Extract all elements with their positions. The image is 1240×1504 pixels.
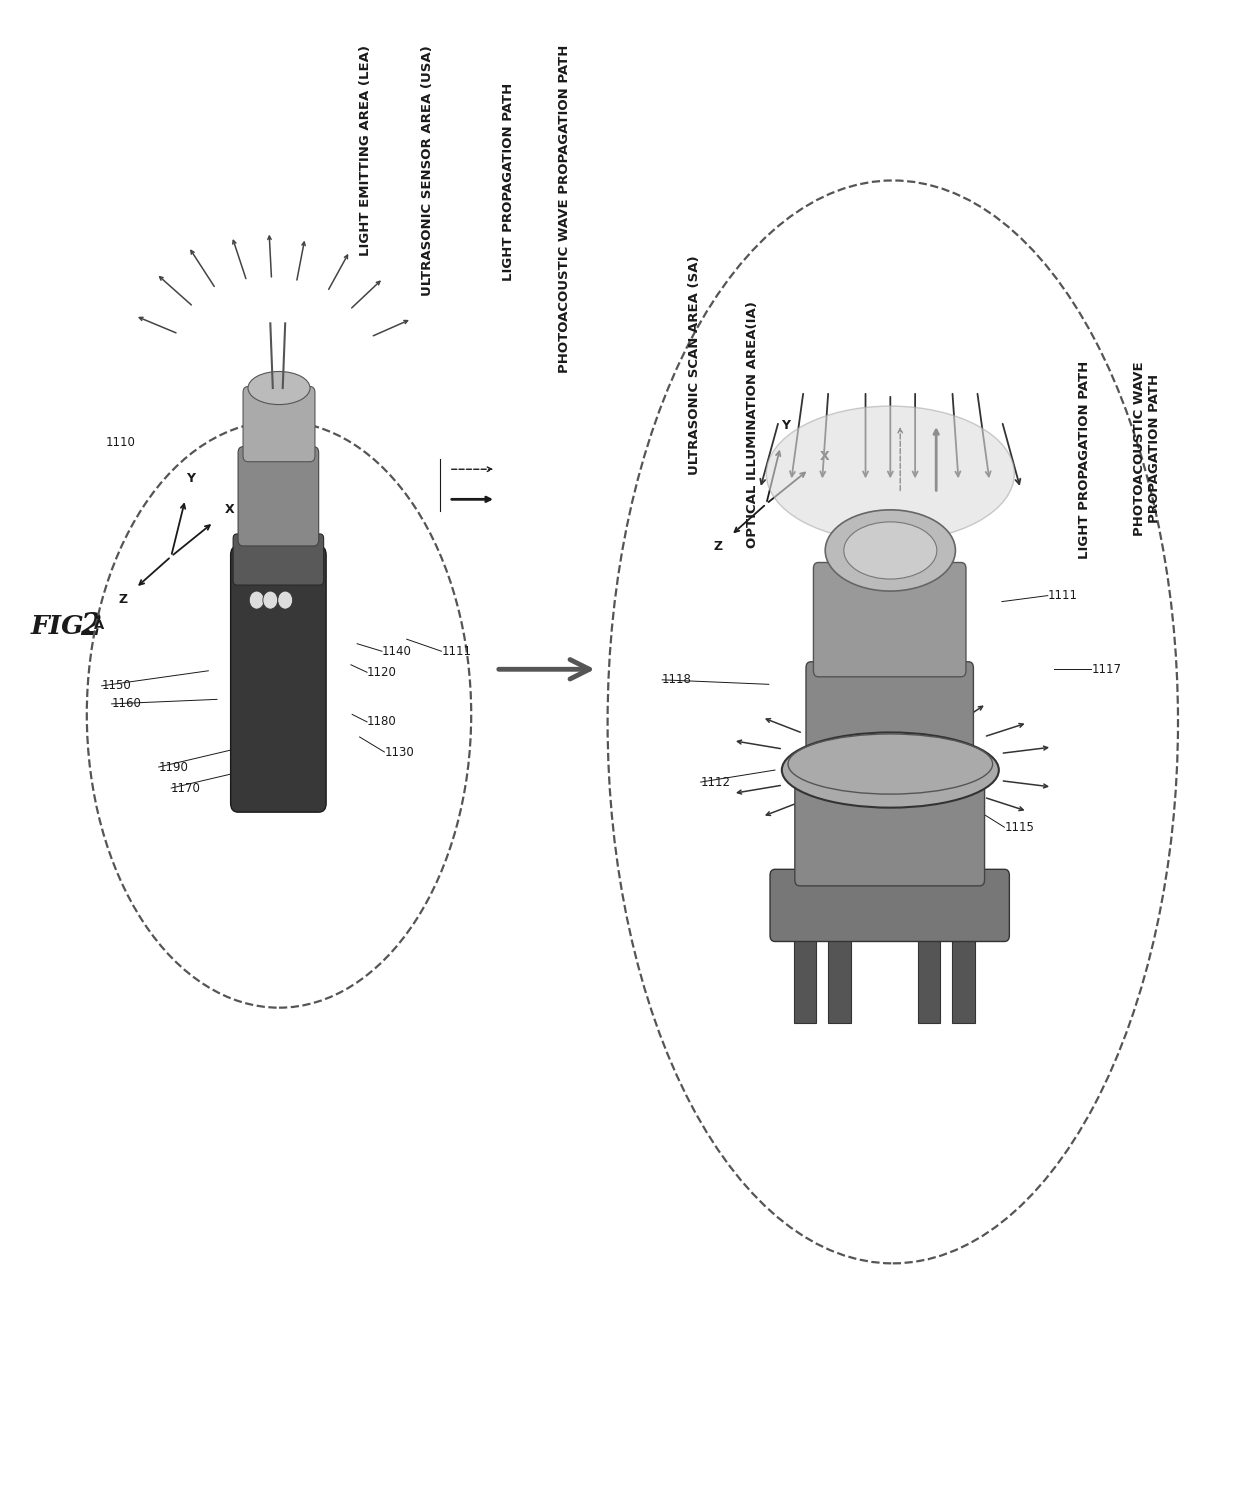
Ellipse shape [248, 371, 310, 405]
FancyBboxPatch shape [233, 534, 324, 585]
Ellipse shape [766, 406, 1014, 541]
Text: 1111: 1111 [441, 645, 471, 657]
Text: 1114: 1114 [918, 886, 947, 898]
Text: 1130: 1130 [384, 746, 414, 758]
Text: 1120: 1120 [806, 851, 836, 863]
Text: Y: Y [781, 420, 790, 432]
Text: PHOTOACOUSTIC WAVE PROPAGATION PATH: PHOTOACOUSTIC WAVE PROPAGATION PATH [558, 45, 570, 373]
FancyBboxPatch shape [795, 784, 985, 886]
Circle shape [263, 591, 278, 609]
Text: Y: Y [186, 472, 195, 484]
Text: A: A [94, 620, 104, 632]
Text: LIGHT EMITTING AREA (LEA): LIGHT EMITTING AREA (LEA) [360, 45, 372, 256]
Text: X: X [224, 502, 234, 516]
Bar [794, 925, 816, 1023]
Text: ULTRASONIC SENSOR AREA (USA): ULTRASONIC SENSOR AREA (USA) [422, 45, 434, 296]
Text: LIGHT PROPAGATION PATH: LIGHT PROPAGATION PATH [1079, 361, 1091, 559]
Circle shape [249, 591, 264, 609]
Text: FIG.: FIG. [31, 614, 93, 639]
Text: 1160: 1160 [112, 698, 141, 710]
Text: OPTICAL ILLUMINATION AREA(IA): OPTICAL ILLUMINATION AREA(IA) [746, 301, 759, 547]
FancyBboxPatch shape [770, 869, 1009, 942]
Text: 1170: 1170 [171, 782, 201, 794]
Text: 2: 2 [81, 611, 102, 642]
FancyBboxPatch shape [238, 447, 319, 546]
Text: 1150: 1150 [102, 680, 131, 692]
Text: 1118: 1118 [662, 674, 692, 686]
Text: 1111: 1111 [1048, 590, 1078, 602]
Text: PHOTOACOUSTIC WAVE
PROPAGATION PATH: PHOTOACOUSTIC WAVE PROPAGATION PATH [1133, 361, 1161, 535]
FancyBboxPatch shape [231, 546, 326, 812]
Circle shape [278, 591, 293, 609]
Text: 1180: 1180 [367, 716, 397, 728]
FancyBboxPatch shape [243, 387, 315, 462]
Text: 1140: 1140 [382, 645, 412, 657]
FancyBboxPatch shape [813, 562, 966, 677]
Bar [952, 925, 975, 1023]
Text: X: X [820, 450, 830, 463]
Text: Z: Z [118, 593, 128, 606]
Text: 1117: 1117 [1091, 663, 1121, 675]
Ellipse shape [826, 510, 955, 591]
Text: 1120: 1120 [367, 666, 397, 678]
FancyBboxPatch shape [806, 662, 973, 776]
Text: LIGHT PROPAGATION PATH: LIGHT PROPAGATION PATH [502, 83, 515, 281]
Ellipse shape [781, 732, 999, 808]
Text: 1113: 1113 [806, 874, 836, 886]
Text: Z: Z [713, 540, 723, 553]
Bar [918, 925, 940, 1023]
Text: 1112: 1112 [701, 776, 730, 788]
Text: ULTRASONIC SCAN AREA (SA): ULTRASONIC SCAN AREA (SA) [688, 256, 701, 475]
Text: 1110: 1110 [105, 436, 135, 448]
Text: 1115: 1115 [1004, 821, 1034, 833]
Bar [828, 925, 851, 1023]
Ellipse shape [843, 522, 937, 579]
Text: 1190: 1190 [159, 761, 188, 773]
